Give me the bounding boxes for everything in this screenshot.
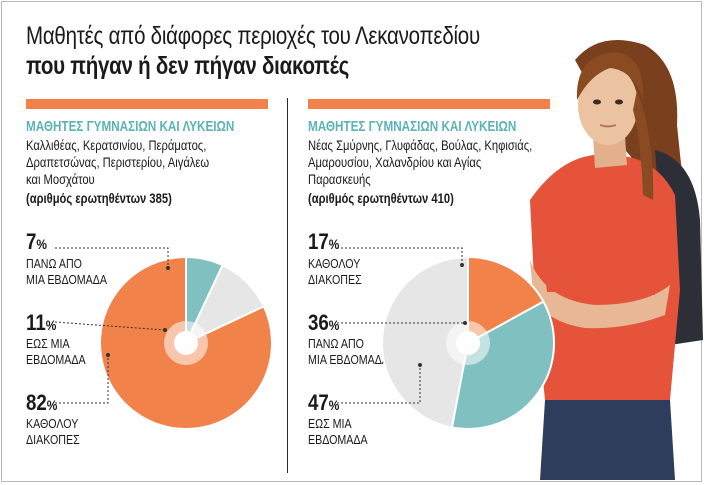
- right-slice-1-percent: 36%: [308, 310, 340, 335]
- right-slice-2-label: ΕΩΣ ΜΙΑ ΕΒΔΟΜΑΔΑ: [308, 416, 368, 447]
- left-slice-0-label: ΠΑΝΩ ΑΠΟ ΜΙΑ ΕΒΔΟΜΑΔΑ: [26, 256, 107, 287]
- pie-0-leader-0: [55, 247, 169, 268]
- pie-1-slice-0: [467, 255, 545, 345]
- pie-1-leader-dot-0: [460, 263, 464, 267]
- pie-0-hub: [174, 331, 198, 355]
- pie-1-leader-0: [337, 247, 463, 265]
- left-subtitle: ΜΑΘΗΤΕΣ ΓΥΜΝΑΣΙΩΝ ΚΑΙ ΛΥΚΕΙΩΝ: [26, 118, 235, 135]
- pie-1-leader-dot-1: [463, 321, 467, 325]
- left-slice-2-label: ΚΑΘΟΛΟΥ ΔΙΑΚΟΠΕΣ: [26, 416, 80, 447]
- title-line-2: που πήγαν ή δεν πήγαν διακοπές: [26, 52, 350, 80]
- pie-1-leader-2: [337, 365, 421, 404]
- left-slice-0-percent: 7%: [26, 229, 47, 254]
- right-slice-0-percent: 17%: [308, 229, 340, 254]
- title-line-1: Μαθητές από διάφορες περιοχές του Λεκανο…: [26, 22, 480, 50]
- right-header-bar: [308, 99, 550, 109]
- student-photo: [530, 40, 703, 480]
- left-slice-2-percent: 82%: [26, 390, 58, 415]
- pie-0-leader-dot-1: [163, 328, 167, 332]
- right-subtitle: ΜΑΘΗΤΕΣ ΓΥΜΝΑΣΙΩΝ ΚΑΙ ΛΥΚΕΙΩΝ: [308, 118, 517, 135]
- pie-1-hub: [456, 331, 480, 355]
- left-areas: Καλλιθέας, Κερατσινίου, Περάματος, Δραπε…: [26, 137, 210, 187]
- pie-1-leader-dot-2: [418, 363, 422, 367]
- pie-1-slice-2: [381, 255, 469, 429]
- column-divider: [287, 98, 288, 473]
- left-slice-1-label: ΕΩΣ ΜΙΑ ΕΒΔΟΜΑΔΑ: [26, 336, 86, 367]
- pie-0-leader-dot-2: [106, 353, 110, 357]
- right-areas: Νέας Σμύρνης, Γλυφάδας, Βούλας, Κηφισιάς…: [308, 137, 533, 187]
- left-respondents: (αριθμός ερωτηθέντων 385): [26, 190, 172, 206]
- left-slice-1-percent: 11%: [26, 310, 57, 335]
- pie-0-leader-dot-0: [166, 266, 170, 270]
- right-respondents: (αριθμός ερωτηθέντων 410): [308, 190, 454, 206]
- right-slice-1-label: ΠΑΝΩ ΑΠΟ ΜΙΑ ΕΒΔΟΜΑΔΑ: [308, 336, 389, 367]
- pie-0-slice-2: [99, 255, 273, 430]
- right-slice-0-label: ΚΑΘΟΛΟΥ ΔΙΑΚΟΠΕΣ: [308, 256, 362, 287]
- pie-1-slice-1: [450, 300, 555, 430]
- pie-0-leader-2: [55, 355, 109, 404]
- left-header-bar: [26, 99, 268, 109]
- right-slice-2-percent: 47%: [308, 390, 340, 415]
